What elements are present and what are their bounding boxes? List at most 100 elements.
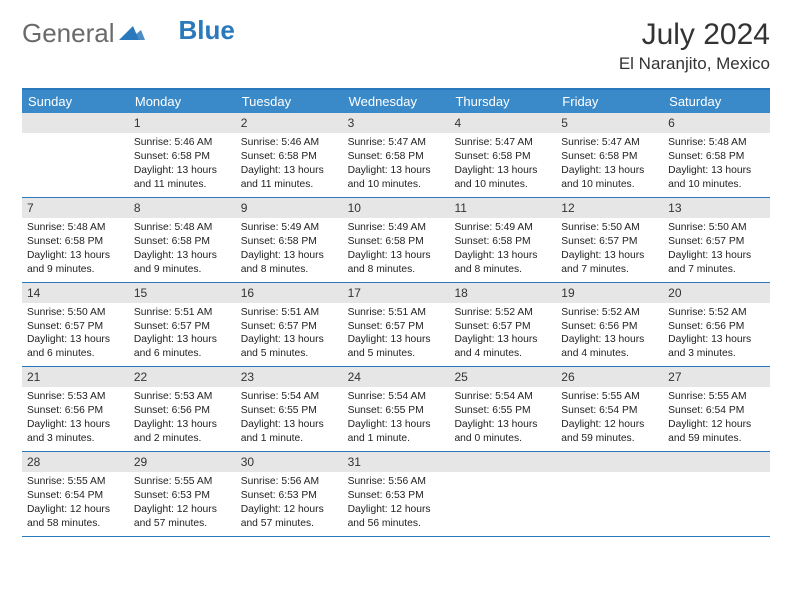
sunrise-text: Sunrise: 5:55 AM	[561, 390, 658, 404]
sunrise-text: Sunrise: 5:55 AM	[27, 475, 124, 489]
sunrise-text: Sunrise: 5:47 AM	[454, 136, 551, 150]
day-cell	[22, 113, 129, 197]
day-cell	[449, 452, 556, 536]
day-number: 21	[22, 367, 129, 387]
day-cell: 26Sunrise: 5:55 AMSunset: 6:54 PMDayligh…	[556, 367, 663, 451]
sunrise-text: Sunrise: 5:46 AM	[134, 136, 231, 150]
day-body: Sunrise: 5:47 AMSunset: 6:58 PMDaylight:…	[449, 133, 556, 197]
daylight-text: Daylight: 13 hours and 8 minutes.	[454, 249, 551, 277]
day-cell: 10Sunrise: 5:49 AMSunset: 6:58 PMDayligh…	[343, 198, 450, 282]
day-number	[449, 452, 556, 472]
day-body: Sunrise: 5:49 AMSunset: 6:58 PMDaylight:…	[236, 218, 343, 282]
day-cell: 17Sunrise: 5:51 AMSunset: 6:57 PMDayligh…	[343, 283, 450, 367]
week-row: 7Sunrise: 5:48 AMSunset: 6:58 PMDaylight…	[22, 198, 770, 283]
sunrise-text: Sunrise: 5:55 AM	[668, 390, 765, 404]
day-cell: 21Sunrise: 5:53 AMSunset: 6:56 PMDayligh…	[22, 367, 129, 451]
day-number: 29	[129, 452, 236, 472]
sunset-text: Sunset: 6:54 PM	[27, 489, 124, 503]
sunset-text: Sunset: 6:58 PM	[668, 150, 765, 164]
daylight-text: Daylight: 13 hours and 8 minutes.	[241, 249, 338, 277]
sunrise-text: Sunrise: 5:51 AM	[134, 306, 231, 320]
week-row: 21Sunrise: 5:53 AMSunset: 6:56 PMDayligh…	[22, 367, 770, 452]
sunset-text: Sunset: 6:55 PM	[348, 404, 445, 418]
day-cell: 15Sunrise: 5:51 AMSunset: 6:57 PMDayligh…	[129, 283, 236, 367]
sunset-text: Sunset: 6:58 PM	[348, 235, 445, 249]
day-number: 14	[22, 283, 129, 303]
day-body: Sunrise: 5:53 AMSunset: 6:56 PMDaylight:…	[22, 387, 129, 451]
day-body: Sunrise: 5:54 AMSunset: 6:55 PMDaylight:…	[236, 387, 343, 451]
day-body: Sunrise: 5:55 AMSunset: 6:53 PMDaylight:…	[129, 472, 236, 536]
sunset-text: Sunset: 6:56 PM	[561, 320, 658, 334]
day-number: 23	[236, 367, 343, 387]
day-cell: 31Sunrise: 5:56 AMSunset: 6:53 PMDayligh…	[343, 452, 450, 536]
day-cell: 9Sunrise: 5:49 AMSunset: 6:58 PMDaylight…	[236, 198, 343, 282]
day-number: 5	[556, 113, 663, 133]
day-body: Sunrise: 5:55 AMSunset: 6:54 PMDaylight:…	[22, 472, 129, 536]
day-number	[663, 452, 770, 472]
day-number: 6	[663, 113, 770, 133]
day-number: 30	[236, 452, 343, 472]
sunset-text: Sunset: 6:57 PM	[348, 320, 445, 334]
daylight-text: Daylight: 13 hours and 0 minutes.	[454, 418, 551, 446]
sunset-text: Sunset: 6:57 PM	[454, 320, 551, 334]
day-cell: 2Sunrise: 5:46 AMSunset: 6:58 PMDaylight…	[236, 113, 343, 197]
day-cell: 23Sunrise: 5:54 AMSunset: 6:55 PMDayligh…	[236, 367, 343, 451]
day-number: 19	[556, 283, 663, 303]
sunset-text: Sunset: 6:55 PM	[454, 404, 551, 418]
sunset-text: Sunset: 6:57 PM	[27, 320, 124, 334]
day-body: Sunrise: 5:50 AMSunset: 6:57 PMDaylight:…	[22, 303, 129, 367]
day-body: Sunrise: 5:48 AMSunset: 6:58 PMDaylight:…	[663, 133, 770, 197]
sunset-text: Sunset: 6:53 PM	[134, 489, 231, 503]
sunrise-text: Sunrise: 5:52 AM	[454, 306, 551, 320]
header: General Blue July 2024 El Naranjito, Mex…	[22, 18, 770, 74]
sunset-text: Sunset: 6:58 PM	[454, 235, 551, 249]
day-body: Sunrise: 5:52 AMSunset: 6:56 PMDaylight:…	[663, 303, 770, 367]
daylight-text: Daylight: 13 hours and 5 minutes.	[348, 333, 445, 361]
daylight-text: Daylight: 13 hours and 8 minutes.	[348, 249, 445, 277]
title-block: July 2024 El Naranjito, Mexico	[619, 18, 770, 74]
day-body: Sunrise: 5:51 AMSunset: 6:57 PMDaylight:…	[343, 303, 450, 367]
sunrise-text: Sunrise: 5:46 AM	[241, 136, 338, 150]
day-cell: 27Sunrise: 5:55 AMSunset: 6:54 PMDayligh…	[663, 367, 770, 451]
sunset-text: Sunset: 6:58 PM	[241, 150, 338, 164]
sunrise-text: Sunrise: 5:48 AM	[668, 136, 765, 150]
day-header-tue: Tuesday	[236, 90, 343, 113]
sunset-text: Sunset: 6:56 PM	[134, 404, 231, 418]
day-number: 10	[343, 198, 450, 218]
day-header-thu: Thursday	[449, 90, 556, 113]
day-cell: 25Sunrise: 5:54 AMSunset: 6:55 PMDayligh…	[449, 367, 556, 451]
day-number: 11	[449, 198, 556, 218]
sunset-text: Sunset: 6:54 PM	[668, 404, 765, 418]
day-number: 20	[663, 283, 770, 303]
sunrise-text: Sunrise: 5:47 AM	[348, 136, 445, 150]
sunrise-text: Sunrise: 5:50 AM	[27, 306, 124, 320]
day-cell	[663, 452, 770, 536]
day-body	[556, 472, 663, 480]
sunrise-text: Sunrise: 5:47 AM	[561, 136, 658, 150]
sunrise-text: Sunrise: 5:51 AM	[348, 306, 445, 320]
sunset-text: Sunset: 6:57 PM	[134, 320, 231, 334]
day-number: 28	[22, 452, 129, 472]
day-number: 12	[556, 198, 663, 218]
daylight-text: Daylight: 13 hours and 2 minutes.	[134, 418, 231, 446]
day-number: 17	[343, 283, 450, 303]
day-cell: 22Sunrise: 5:53 AMSunset: 6:56 PMDayligh…	[129, 367, 236, 451]
day-header-wed: Wednesday	[343, 90, 450, 113]
day-number	[22, 113, 129, 133]
day-body: Sunrise: 5:55 AMSunset: 6:54 PMDaylight:…	[663, 387, 770, 451]
day-cell: 19Sunrise: 5:52 AMSunset: 6:56 PMDayligh…	[556, 283, 663, 367]
daylight-text: Daylight: 13 hours and 10 minutes.	[561, 164, 658, 192]
sunrise-text: Sunrise: 5:54 AM	[454, 390, 551, 404]
logo-text-blue: Blue	[179, 15, 235, 46]
sunrise-text: Sunrise: 5:52 AM	[668, 306, 765, 320]
daylight-text: Daylight: 13 hours and 10 minutes.	[668, 164, 765, 192]
day-body: Sunrise: 5:48 AMSunset: 6:58 PMDaylight:…	[129, 218, 236, 282]
daylight-text: Daylight: 13 hours and 5 minutes.	[241, 333, 338, 361]
logo-text-general: General	[22, 18, 115, 49]
day-cell: 5Sunrise: 5:47 AMSunset: 6:58 PMDaylight…	[556, 113, 663, 197]
day-number: 18	[449, 283, 556, 303]
day-header-fri: Friday	[556, 90, 663, 113]
sunrise-text: Sunrise: 5:53 AM	[134, 390, 231, 404]
day-cell: 18Sunrise: 5:52 AMSunset: 6:57 PMDayligh…	[449, 283, 556, 367]
day-cell: 3Sunrise: 5:47 AMSunset: 6:58 PMDaylight…	[343, 113, 450, 197]
